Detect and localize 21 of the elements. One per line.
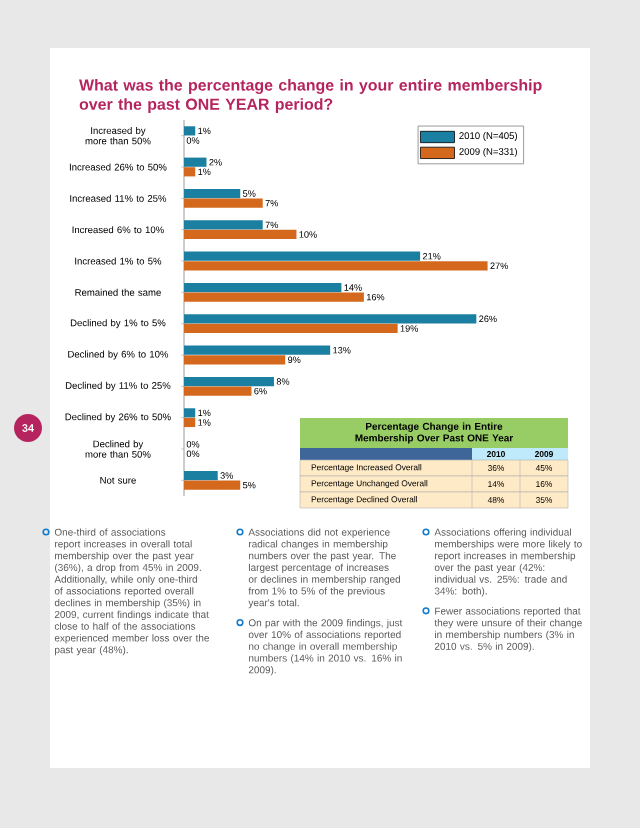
bar [184,126,196,136]
bar [184,167,196,177]
bar [184,386,252,396]
bar [184,408,196,418]
bar [184,261,488,271]
bar [184,188,241,199]
bar [184,470,218,481]
bar [184,198,263,208]
bar [184,376,274,387]
bar [184,292,364,302]
bar [184,480,241,490]
bar [184,323,398,334]
bar [184,417,196,428]
bar [184,157,207,167]
bar [184,314,477,324]
bar [184,220,263,230]
bar [184,345,331,355]
bar [184,355,286,365]
bar [184,229,297,240]
bar [184,282,342,293]
bar [184,251,421,261]
